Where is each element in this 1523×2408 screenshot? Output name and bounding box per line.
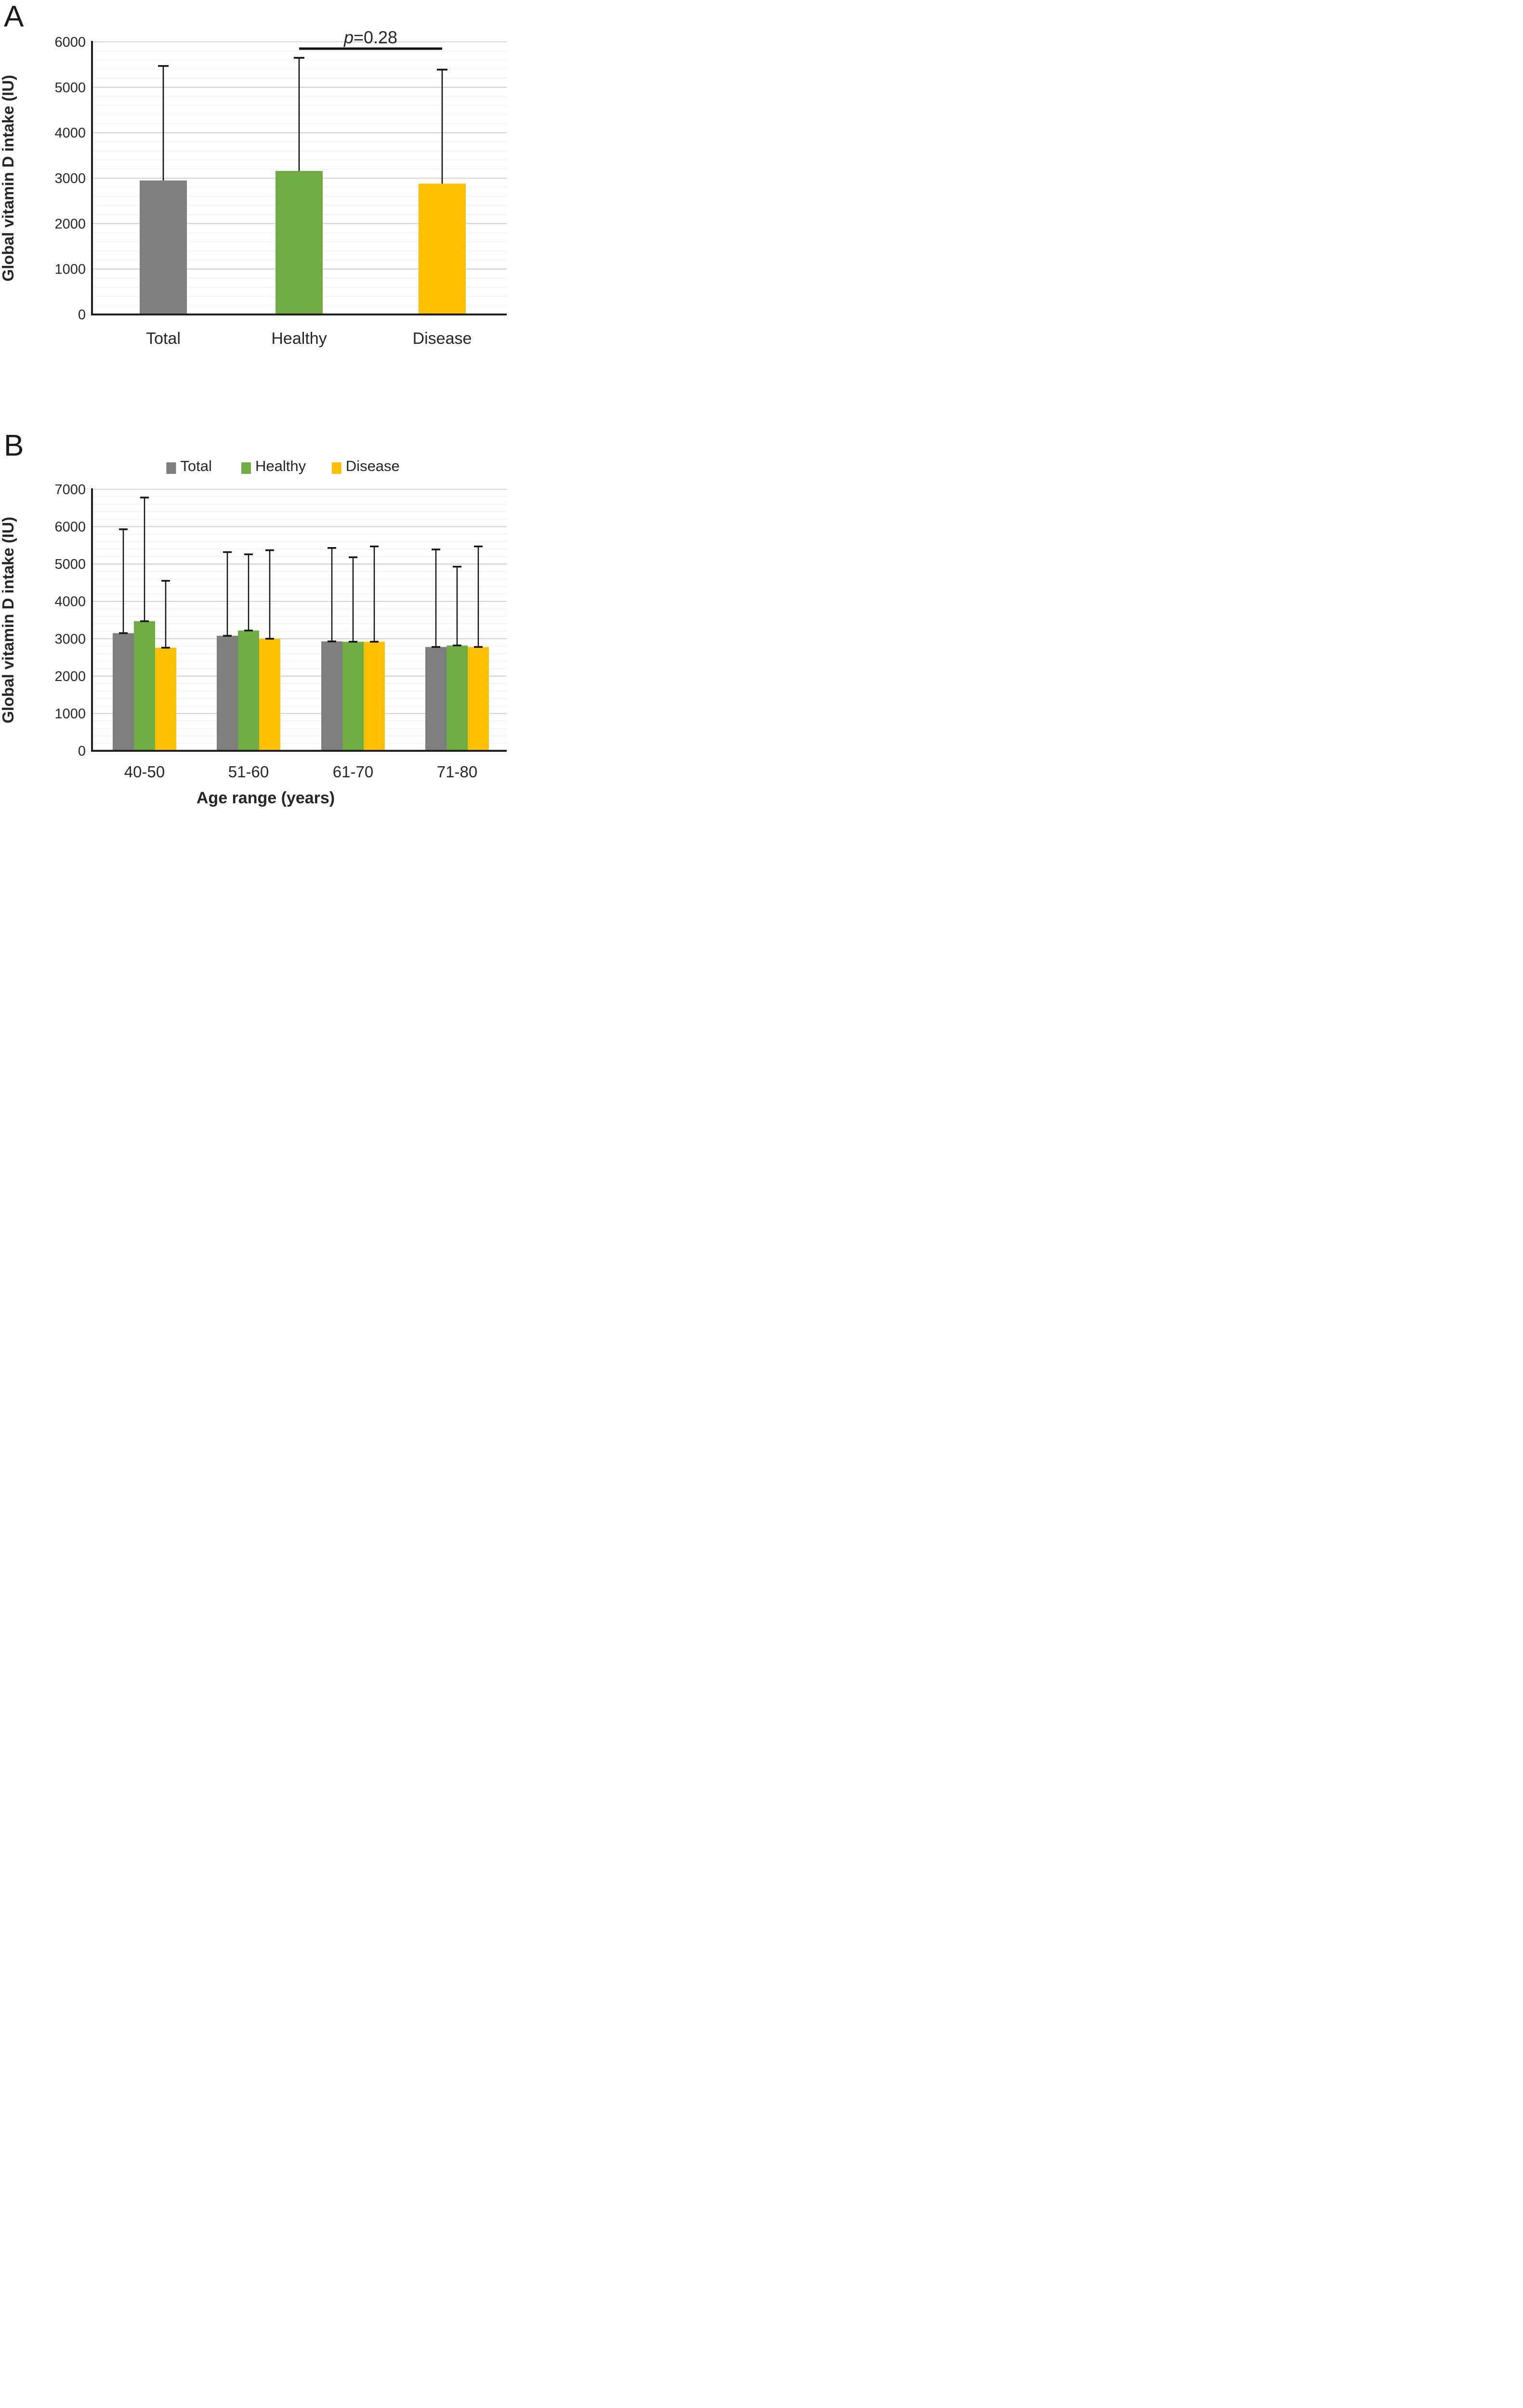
y-axis-title: Global vitamin D intake (IU) [0, 75, 17, 281]
x-tick-label: Disease [413, 329, 472, 348]
y-tick-label: 4000 [54, 126, 86, 141]
y-tick-label: 1000 [54, 706, 86, 721]
x-axis-title: Age range (years) [197, 789, 335, 807]
bar-disease-51-60 [259, 639, 280, 751]
panel-b-letter: B [4, 429, 24, 462]
x-tick-label: Healthy [271, 329, 327, 348]
bar-healthy-51-60 [238, 630, 259, 751]
bar-healthy-71-80 [446, 645, 468, 751]
legend-swatch-disease [331, 462, 341, 474]
y-tick-label: 2000 [54, 669, 86, 684]
bar-healthy-40-50 [134, 621, 155, 751]
legend-label-total: Total [180, 458, 211, 474]
p-value-label: p=0.28 [343, 27, 397, 47]
bar-total [140, 180, 187, 314]
y-tick-label: 2000 [54, 216, 86, 232]
bar-total-40-50 [113, 633, 134, 751]
x-tick-label: 40-50 [124, 763, 165, 781]
bar-total-61-70 [321, 641, 342, 751]
legend-label-healthy: Healthy [255, 458, 306, 474]
bar-healthy [276, 170, 323, 314]
x-tick-label: 51-60 [228, 763, 269, 781]
bar-chart-canvas: Total Healthy Disease 0 1000 2000 3000 4000 5000… [0, 27, 507, 807]
y-tick-label: 3000 [54, 631, 86, 647]
bar-total-71-80 [425, 647, 446, 751]
y-tick-label: 7000 [54, 482, 86, 497]
bar-disease-61-70 [364, 641, 385, 751]
x-tick-label: Total [146, 329, 181, 348]
y-tick-label: 0 [78, 307, 86, 323]
y-tick-label: 4000 [54, 594, 86, 610]
bar-disease [419, 183, 466, 314]
y-tick-label: 1000 [54, 262, 86, 277]
x-tick-label: 61-70 [333, 763, 373, 781]
bar-healthy-61-70 [342, 641, 364, 751]
y-tick-label: 5000 [54, 80, 86, 95]
x-tick-label: 71-80 [437, 763, 477, 781]
y-tick-label: 6000 [54, 520, 86, 535]
y-tick-label: 6000 [54, 35, 86, 50]
bar-disease-40-50 [155, 647, 176, 751]
y-axis-title: Global vitamin D intake (IU) [0, 517, 17, 723]
y-tick-label: 0 [78, 744, 86, 759]
legend-swatch-total [166, 462, 176, 474]
legend-swatch-healthy [241, 462, 251, 474]
figure: A B Total Healthy Disease 0 1000 2000 3000 4000… [0, 0, 508, 812]
panel-a-letter: A [4, 0, 24, 33]
y-tick-label: 5000 [54, 557, 86, 572]
bar-disease-71-80 [468, 647, 489, 751]
bar-total-51-60 [217, 636, 238, 751]
y-tick-label: 3000 [54, 171, 86, 186]
legend-label-disease: Disease [346, 458, 400, 474]
